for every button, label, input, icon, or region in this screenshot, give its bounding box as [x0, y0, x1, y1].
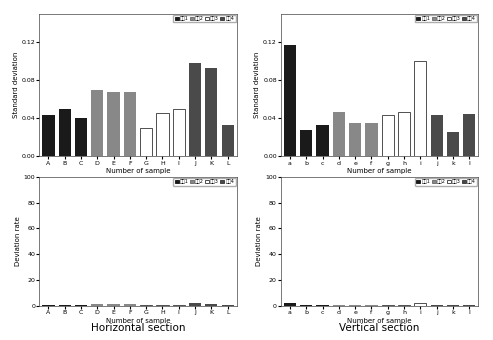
- Bar: [414, 61, 426, 156]
- Bar: [382, 116, 394, 156]
- Bar: [42, 115, 55, 156]
- Bar: [333, 112, 345, 156]
- Bar: [59, 305, 71, 306]
- Bar: [317, 125, 329, 156]
- Bar: [42, 305, 55, 306]
- Y-axis label: Deviation rate: Deviation rate: [15, 217, 21, 266]
- Bar: [124, 92, 136, 156]
- Bar: [107, 304, 120, 306]
- Bar: [349, 305, 361, 306]
- Bar: [365, 305, 378, 306]
- Bar: [333, 305, 345, 306]
- Bar: [91, 90, 104, 156]
- Bar: [398, 112, 410, 156]
- Bar: [430, 305, 443, 306]
- Bar: [140, 128, 152, 156]
- Bar: [189, 304, 201, 306]
- Bar: [156, 305, 169, 306]
- Bar: [300, 130, 313, 156]
- Y-axis label: Standard deviation: Standard deviation: [254, 52, 260, 118]
- Bar: [59, 109, 71, 156]
- Bar: [447, 132, 459, 156]
- Bar: [317, 305, 329, 306]
- Bar: [414, 303, 426, 306]
- Y-axis label: Standard deviation: Standard deviation: [13, 52, 19, 118]
- Bar: [205, 304, 217, 306]
- Bar: [284, 45, 296, 156]
- Bar: [221, 125, 234, 156]
- Bar: [91, 304, 104, 306]
- X-axis label: Number of sample: Number of sample: [348, 318, 412, 324]
- Bar: [173, 305, 185, 306]
- Bar: [75, 118, 87, 156]
- Bar: [463, 114, 475, 156]
- Bar: [173, 109, 185, 156]
- X-axis label: Number of sample: Number of sample: [106, 168, 170, 174]
- Bar: [447, 305, 459, 306]
- Bar: [365, 123, 378, 156]
- Legend: 산지1, 산지2, 산지3, 산지4: 산지1, 산지2, 산지3, 산지4: [174, 15, 236, 22]
- Bar: [430, 116, 443, 156]
- X-axis label: Number of sample: Number of sample: [106, 318, 170, 324]
- Bar: [382, 305, 394, 306]
- X-axis label: Number of sample: Number of sample: [348, 168, 412, 174]
- Text: Horizontal section: Horizontal section: [91, 323, 185, 333]
- Bar: [300, 305, 313, 306]
- Bar: [75, 305, 87, 306]
- Bar: [189, 63, 201, 156]
- Bar: [156, 113, 169, 156]
- Bar: [284, 303, 296, 306]
- Bar: [124, 304, 136, 306]
- Bar: [463, 305, 475, 306]
- Text: Vertical section: Vertical section: [339, 323, 420, 333]
- Bar: [107, 92, 120, 156]
- Legend: 산지1, 산지2, 산지3, 산지4: 산지1, 산지2, 산지3, 산지4: [415, 178, 477, 186]
- Bar: [349, 123, 361, 156]
- Bar: [140, 305, 152, 306]
- Bar: [221, 305, 234, 306]
- Legend: 산지1, 산지2, 산지3, 산지4: 산지1, 산지2, 산지3, 산지4: [174, 178, 236, 186]
- Y-axis label: Deviation rate: Deviation rate: [256, 217, 262, 266]
- Legend: 산지1, 산지2, 산지3, 산지4: 산지1, 산지2, 산지3, 산지4: [415, 15, 477, 22]
- Bar: [398, 305, 410, 306]
- Bar: [205, 68, 217, 156]
